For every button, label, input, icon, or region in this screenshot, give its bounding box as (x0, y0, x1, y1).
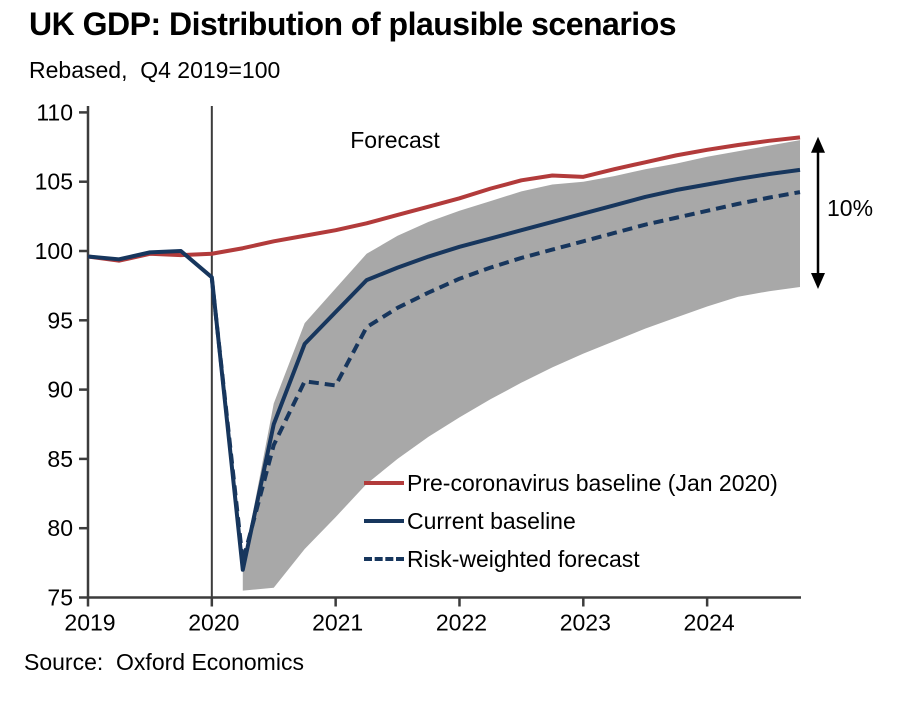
legend-item-pre-coronavirus-baseline: Pre-coronavirus baseline (Jan 2020) (364, 464, 778, 502)
range-percent-label: 10% (827, 195, 874, 221)
series-line-1 (87, 167, 801, 572)
forecast-label: Forecast (350, 127, 440, 153)
legend: Pre-coronavirus baseline (Jan 2020) Curr… (364, 464, 778, 578)
y-tick-label: 105 (35, 169, 73, 195)
x-tick-label: 2024 (684, 610, 735, 636)
x-tick-label: 2020 (188, 610, 239, 636)
series-line-0 (87, 135, 801, 263)
range-arrow-down-icon (811, 273, 825, 290)
navy-dashed-swatch-icon (364, 557, 404, 561)
series-line-2 (209, 190, 801, 564)
chart-subtitle: Rebased, Q4 2019=100 (29, 57, 281, 83)
x-tick-label: 2022 (436, 610, 487, 636)
navy-line-swatch-icon (364, 519, 404, 523)
y-tick-label: 90 (47, 377, 73, 403)
x-tick-label: 2023 (560, 610, 611, 636)
source-note: Source: Oxford Economics (24, 649, 304, 675)
chart-title: UK GDP: Distribution of plausible scenar… (29, 6, 677, 42)
x-tick-label: 2021 (312, 610, 363, 636)
y-tick-label: 80 (47, 515, 73, 541)
y-tick-label: 110 (36, 99, 73, 125)
y-tick-label: 100 (35, 238, 73, 264)
red-line-swatch-icon (364, 481, 404, 485)
x-tick-label: 2019 (64, 610, 115, 636)
y-tick-label: 85 (47, 446, 73, 472)
legend-item-current-baseline: Current baseline (364, 502, 778, 540)
y-tick-label: 95 (47, 307, 73, 333)
legend-item-risk-weighted-forecast: Risk-weighted forecast (364, 540, 778, 578)
range-arrow-up-icon (811, 136, 825, 153)
legend-label: Risk-weighted forecast (407, 545, 640, 572)
scenario-band (242, 140, 801, 591)
legend-label: Pre-coronavirus baseline (Jan 2020) (407, 469, 778, 496)
y-tick-label: 75 (47, 585, 73, 611)
legend-label: Current baseline (407, 507, 576, 534)
